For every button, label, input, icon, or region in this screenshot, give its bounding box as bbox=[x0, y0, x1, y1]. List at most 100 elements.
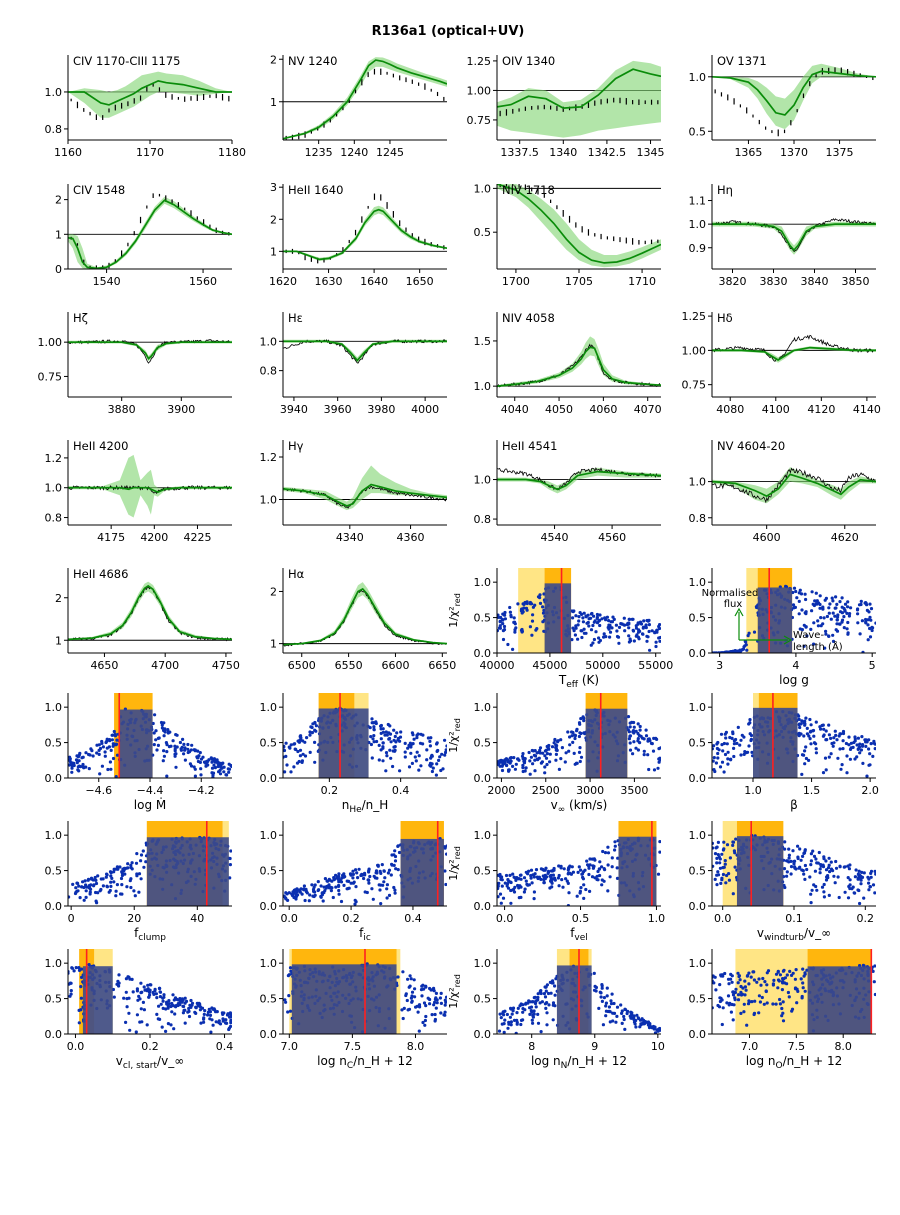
fit-point bbox=[407, 1007, 412, 1011]
fit-point bbox=[579, 755, 584, 759]
fit-point bbox=[160, 1025, 164, 1029]
fit-point bbox=[645, 639, 649, 643]
fit-point bbox=[196, 749, 200, 753]
fit-point bbox=[123, 872, 127, 876]
fit-point bbox=[368, 726, 372, 730]
fit-point bbox=[798, 627, 802, 631]
fit-point bbox=[428, 1002, 432, 1006]
fit-point bbox=[722, 741, 727, 746]
fit-point bbox=[606, 851, 611, 855]
fit-point bbox=[409, 977, 413, 981]
fit-point bbox=[305, 736, 309, 740]
fit-point bbox=[521, 1003, 525, 1007]
fit-point bbox=[501, 622, 505, 626]
plot-area bbox=[68, 581, 232, 642]
fit-point bbox=[759, 983, 763, 987]
fit-point bbox=[658, 635, 661, 640]
fit-point bbox=[498, 620, 502, 624]
y-tick-label: 1.25 bbox=[467, 55, 492, 68]
model-line bbox=[497, 346, 661, 387]
fit-point bbox=[774, 1002, 778, 1006]
fit-point bbox=[134, 861, 139, 865]
fit-point bbox=[507, 769, 511, 773]
x-axis-label-post: /n_H + 12 bbox=[353, 1054, 413, 1068]
x-tick-label: 4 bbox=[792, 659, 799, 672]
y-tick-label: 2 bbox=[270, 585, 277, 598]
fit-point bbox=[512, 616, 516, 620]
y-tick-label: 2 bbox=[270, 213, 277, 226]
fit-point bbox=[398, 769, 402, 773]
fit-point bbox=[720, 760, 725, 764]
fit-point bbox=[445, 744, 447, 748]
fit-point bbox=[658, 1028, 661, 1032]
x-tick-label: 20 bbox=[127, 912, 141, 925]
uncertainty-band bbox=[68, 454, 232, 518]
fit-point bbox=[201, 755, 205, 759]
fit-point bbox=[647, 767, 651, 772]
fit-point bbox=[581, 620, 586, 624]
legend-arrowhead-right bbox=[783, 635, 793, 645]
fit-point bbox=[289, 770, 293, 774]
fit-point bbox=[502, 1022, 506, 1026]
fit-point bbox=[194, 1011, 198, 1016]
fit-point bbox=[71, 882, 75, 887]
fit-point bbox=[752, 978, 757, 982]
fit-point bbox=[658, 756, 661, 760]
fit-point bbox=[396, 868, 400, 872]
fit-point bbox=[334, 885, 338, 889]
fit-point bbox=[721, 866, 725, 870]
fit-point bbox=[586, 620, 590, 625]
fit-point bbox=[414, 759, 418, 763]
fit-point bbox=[802, 872, 806, 876]
panel-29: log nC/n_H + 127.0 7.5 8.00.00.51.0 bbox=[260, 949, 447, 1071]
model-line bbox=[68, 80, 232, 106]
fit-point bbox=[541, 605, 545, 609]
fit-point bbox=[536, 992, 540, 996]
x-tick-label: 40000 bbox=[480, 659, 515, 672]
fit-point bbox=[573, 762, 577, 766]
fit-point bbox=[516, 1006, 520, 1011]
y-tick-label: 0.5 bbox=[474, 612, 492, 625]
fit-point bbox=[825, 875, 829, 879]
range-rect bbox=[753, 707, 798, 778]
fit-point bbox=[301, 752, 305, 756]
fit-point bbox=[160, 726, 164, 730]
fit-point bbox=[776, 986, 780, 990]
fit-point bbox=[742, 1010, 746, 1014]
fit-point bbox=[441, 767, 445, 771]
fit-point bbox=[512, 890, 517, 894]
fit-point bbox=[848, 747, 853, 752]
fit-point bbox=[743, 985, 748, 989]
fit-point bbox=[613, 840, 617, 844]
fit-point bbox=[805, 726, 809, 731]
fit-point bbox=[316, 880, 320, 884]
fit-point bbox=[559, 864, 563, 869]
fit-point bbox=[591, 641, 595, 645]
fit-point bbox=[312, 885, 316, 889]
fit-point bbox=[398, 735, 403, 739]
x-axis-label: v∞ (km/s) bbox=[551, 798, 608, 815]
fit-point bbox=[379, 731, 383, 736]
fit-point bbox=[114, 889, 118, 893]
fit-point bbox=[807, 734, 811, 738]
fit-point bbox=[780, 1014, 784, 1018]
fit-point bbox=[836, 756, 840, 760]
fit-point bbox=[855, 755, 859, 759]
fit-point bbox=[652, 768, 657, 772]
fit-point bbox=[337, 888, 341, 893]
fit-point bbox=[110, 876, 114, 881]
fit-point bbox=[196, 1004, 200, 1008]
y-axis-label: 1/χ²red bbox=[447, 718, 462, 753]
y-tick-label: 0.5 bbox=[474, 993, 492, 1006]
fit-point bbox=[836, 875, 840, 879]
fit-point bbox=[111, 733, 115, 737]
fit-point bbox=[735, 741, 739, 746]
fit-point bbox=[509, 1006, 513, 1011]
fit-point bbox=[600, 999, 605, 1004]
fit-point bbox=[796, 855, 800, 859]
fit-point bbox=[530, 881, 534, 885]
fit-point bbox=[161, 1006, 165, 1011]
fit-point bbox=[615, 876, 620, 881]
